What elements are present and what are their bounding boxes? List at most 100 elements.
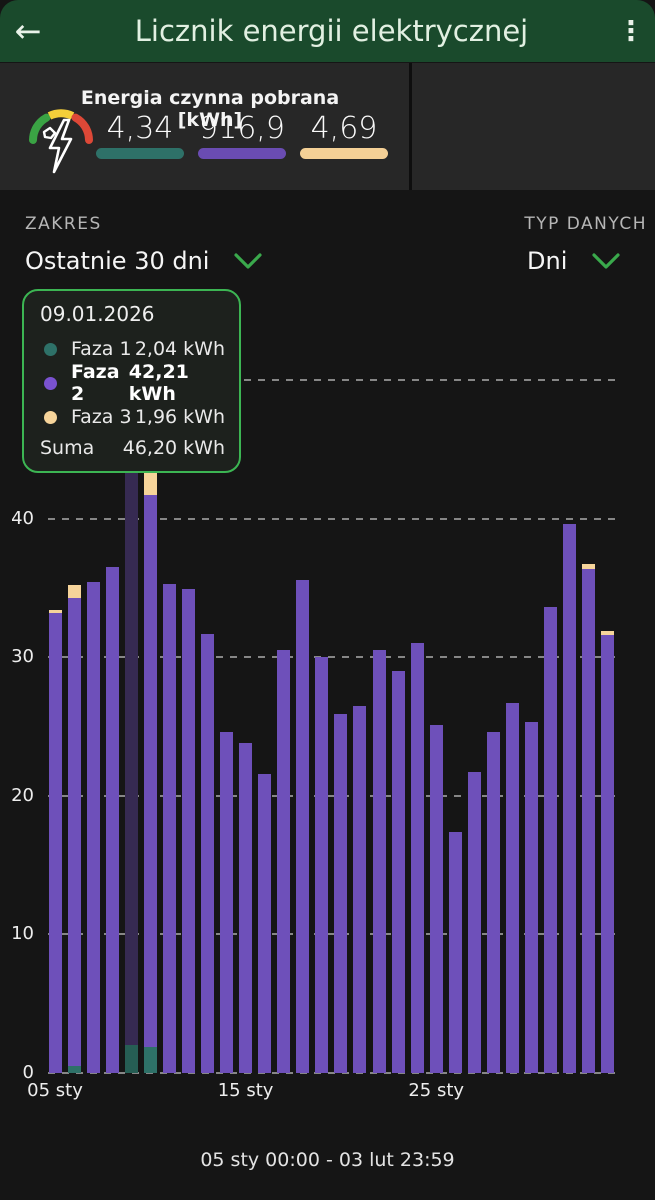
tooltip-row: Faza 1 2,04 kWh	[38, 332, 225, 366]
phase-color-pill	[96, 148, 184, 159]
x-tick-05-sty: 05 sty	[27, 1080, 83, 1101]
summary-divider	[409, 63, 412, 190]
chart-bar-23.01[interactable]	[391, 671, 405, 1073]
phase-total-1: 4,34	[96, 112, 184, 159]
chart-bar-29.01[interactable]	[505, 702, 519, 1073]
chart-bar-08.01[interactable]	[105, 567, 119, 1073]
bar-chart: 05 sty 15 sty 25 sty	[27, 379, 619, 1101]
typ-danych-label: TYP DANYCH	[524, 214, 647, 234]
bar-segment-faza2	[429, 725, 443, 1073]
phase-totals: 4,34 916,9 4,69	[96, 112, 388, 159]
zakres-dropdown-value: Ostatnie 30 dni	[25, 247, 210, 275]
tooltip-row-label: Faza 1	[71, 338, 132, 360]
bar-segment-faza2	[448, 831, 462, 1073]
chart-bar-03.02[interactable]	[601, 630, 615, 1073]
typ-danych-dropdown[interactable]: Dni	[527, 247, 621, 275]
y-axis-labels: 0 10 20 30 40	[0, 380, 41, 1083]
overflow-menu-button[interactable]: ⋮	[617, 15, 645, 47]
chart-bar-28.01[interactable]	[486, 732, 500, 1073]
chart-bar-09.01-selected[interactable]	[124, 432, 138, 1073]
chart-bar-19.01[interactable]	[315, 657, 329, 1073]
tooltip-row-value: 2,04 kWh	[134, 338, 225, 360]
chart-bar-11.01[interactable]	[162, 583, 176, 1073]
tooltip-row-label: Faza 2	[71, 361, 120, 405]
phase-dot-icon	[44, 410, 57, 424]
chevron-down-icon	[592, 253, 620, 269]
chart-bar-31.01[interactable]	[544, 607, 558, 1073]
y-tick-40: 40	[11, 507, 34, 529]
chart-bar-21.01[interactable]	[353, 705, 367, 1073]
bar-segment-faza3	[582, 564, 596, 569]
chevron-down-icon	[234, 253, 263, 269]
phase-total-2: 916,9	[198, 112, 286, 159]
chart-bar-14.01[interactable]	[220, 732, 234, 1073]
chart-bar-16.01[interactable]	[258, 773, 272, 1073]
y-tick-20: 20	[11, 784, 34, 806]
chart-bar-18.01[interactable]	[296, 579, 310, 1073]
chart-bar-17.01[interactable]	[277, 650, 291, 1073]
energy-summary-title: Energia czynna pobrana [kWh]	[80, 87, 340, 131]
bar-segment-faza2	[486, 732, 500, 1073]
tooltip-suma-row: Suma 46,20 kWh	[40, 434, 225, 461]
phase-dot-icon	[44, 342, 57, 356]
chart-bar-24.01[interactable]	[410, 643, 424, 1073]
x-tick-25-sty: 25 sty	[408, 1080, 465, 1101]
y-tick-0: 0	[22, 1062, 34, 1083]
bar-segment-faza2	[162, 583, 176, 1073]
gridline-20	[48, 794, 617, 797]
phase-color-pill	[300, 148, 388, 159]
bar-segment-faza2	[258, 773, 272, 1073]
chart-bar-05.01[interactable]	[48, 610, 62, 1073]
bar-segment-faza3	[48, 610, 62, 613]
chart-bar-30.01[interactable]	[525, 722, 538, 1073]
chart-bar-01.02[interactable]	[563, 524, 577, 1073]
bar-segment-faza1	[124, 1044, 138, 1073]
bar-segment-faza2	[582, 568, 596, 1073]
typ-danych-dropdown-value: Dni	[527, 247, 568, 275]
bar-segment-faza2	[505, 702, 519, 1073]
chart-bar-06.01[interactable]	[67, 585, 81, 1073]
bar-segment-faza2	[391, 671, 405, 1073]
gauge-lightning-icon	[29, 109, 93, 174]
bar-segment-faza2	[601, 635, 615, 1073]
bar-segment-faza3	[143, 471, 157, 496]
zakres-label: ZAKRES	[25, 214, 102, 234]
chart-bar-25.01[interactable]	[429, 725, 443, 1073]
phase-color-pill	[198, 148, 286, 159]
gridline-40	[48, 517, 617, 520]
y-tick-30: 30	[11, 646, 34, 668]
chart-bar-12.01[interactable]	[181, 589, 195, 1073]
back-button[interactable]: ←	[14, 12, 42, 50]
chart-tooltip: 09.01.2026 Faza 1 2,04 kWh Faza 2 42,21 kWh…	[22, 289, 241, 473]
tooltip-row-value: 42,21 kWh	[128, 361, 189, 405]
chart-bar-27.01[interactable]	[467, 772, 481, 1073]
chart-bar-26.01[interactable]	[448, 831, 462, 1073]
gridline-50	[48, 379, 617, 381]
app-header: ← Licznik energii elektrycznej ⋮	[0, 0, 655, 62]
y-tick-10: 10	[11, 923, 34, 945]
chart-bar-02.02[interactable]	[582, 564, 596, 1073]
bar-segment-faza2	[525, 722, 538, 1073]
tooltip-suma-label: Suma	[40, 436, 95, 459]
bar-segment-faza2	[296, 579, 310, 1073]
energy-summary-left: Energia czynna pobrana [kWh] 4,34 916,9 4,…	[0, 63, 409, 190]
chart-bar-22.01[interactable]	[372, 650, 386, 1073]
bar-segment-faza2	[200, 633, 214, 1073]
chart-bar-20.01[interactable]	[334, 714, 348, 1073]
phase-dot-icon	[44, 376, 57, 390]
bar-segment-faza2	[67, 597, 81, 1067]
chart-bar-10.01[interactable]	[143, 471, 157, 1073]
bar-segment-faza2	[86, 582, 100, 1073]
tooltip-date: 09.01.2026	[40, 302, 155, 326]
chart-bar-07.01[interactable]	[86, 582, 100, 1073]
tooltip-row-label: Faza 3	[71, 406, 132, 428]
tooltip-row: Faza 2 42,21 kWh	[38, 361, 225, 405]
bar-segment-faza2	[410, 643, 424, 1073]
bar-segment-faza1	[143, 1046, 157, 1073]
gridline-10	[48, 933, 617, 936]
chart-bar-13.01[interactable]	[200, 633, 214, 1073]
chart-bar-15.01[interactable]	[239, 743, 253, 1073]
zakres-dropdown[interactable]: Ostatnie 30 dni	[25, 247, 263, 275]
phase-value: 4,69	[310, 111, 378, 146]
bar-segment-faza1	[67, 1066, 81, 1073]
